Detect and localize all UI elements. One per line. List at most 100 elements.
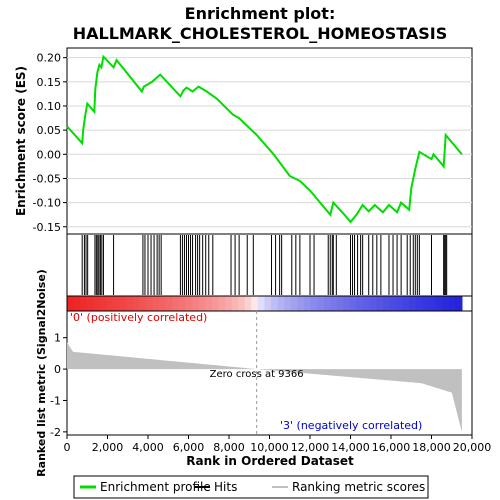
gradient-segment	[428, 296, 437, 311]
positive-correlation-label: '0' (positively correlated)	[70, 311, 207, 324]
legend-label: Enrichment profile	[100, 480, 211, 494]
gradient-segment	[93, 296, 101, 311]
gradient-segment	[218, 296, 226, 311]
zero-cross-label: Zero cross at 9366	[210, 369, 304, 380]
x-tick-label: 12,000	[291, 441, 330, 454]
legend: Enrichment profile Hits Ranking metric sco…	[80, 480, 425, 494]
metric-panel: 1 0 -1 -2 Zero cross at 9366 '0' (positively …	[50, 311, 462, 439]
es-y-axis: 0.20 0.15 0.10 0.05 0.00 -0.05 -0.10 -0.15	[33, 52, 67, 234]
es-y-tick-label: 0.10	[37, 100, 62, 113]
gradient-segment	[303, 296, 312, 311]
gradient-segment	[376, 296, 384, 311]
gradient-segment	[382, 296, 391, 311]
gradient-segment	[80, 296, 88, 311]
gradient-segment	[336, 296, 345, 311]
gradient-segment	[257, 296, 266, 311]
gradient-segment	[251, 296, 259, 311]
es-y-tick-label: 0.20	[37, 52, 62, 65]
gradient-segment	[119, 296, 127, 311]
gradient-segment	[297, 296, 305, 311]
gradient-segment	[435, 296, 443, 311]
metric-y-axis-label: Ranked list metric (Signal2Noise)	[35, 269, 48, 477]
gradient-segment	[363, 296, 371, 311]
gradient-segment	[284, 296, 292, 311]
gradient-segment	[86, 296, 94, 311]
gradient-segment	[356, 296, 364, 311]
ranking-gradient-bar	[67, 296, 463, 311]
x-tick-label: 8,000	[213, 441, 245, 454]
hits-panel-frame	[66, 233, 473, 297]
gradient-segment	[323, 296, 331, 311]
gradient-segment	[159, 296, 167, 311]
es-y-tick-label: -0.10	[33, 197, 61, 210]
x-tick-label: 18,000	[412, 441, 451, 454]
gradient-segment	[178, 296, 187, 311]
x-tick-label: 6,000	[173, 441, 205, 454]
x-tick-label: 2,000	[92, 441, 124, 454]
gradient-segment	[198, 296, 206, 311]
x-tick-label: 20,000	[453, 441, 492, 454]
es-panel-frame	[66, 47, 473, 235]
gradient-segment	[402, 296, 410, 311]
gradient-segment	[317, 296, 325, 311]
metric-y-tick-label: 0	[54, 363, 61, 376]
gradient-segment	[99, 296, 108, 311]
gradient-segment	[205, 296, 213, 311]
metric-y-tick-label: 1	[54, 332, 61, 345]
x-tick-label: 16,000	[372, 441, 411, 454]
gradient-segment	[126, 296, 134, 311]
chart-subtitle: HALLMARK_CHOLESTEROL_HOMEOSTASIS	[73, 24, 448, 43]
gradient-segment	[277, 296, 285, 311]
gradient-segment	[106, 296, 114, 311]
hits-panel	[81, 235, 448, 295]
gradient-segment	[165, 296, 173, 311]
gradient-segment	[172, 296, 180, 311]
gradient-segment	[396, 296, 404, 311]
gradient-segment	[310, 296, 318, 311]
gradient-segment	[389, 296, 397, 311]
es-y-tick-label: 0.05	[37, 124, 62, 137]
gradient-segment	[152, 296, 160, 311]
es-y-axis-label: Enrichment score (ES)	[14, 66, 28, 216]
gradient-segment	[238, 296, 246, 311]
gradient-segment	[455, 296, 463, 311]
gradient-segment	[224, 296, 233, 311]
chart-title: Enrichment plot:	[185, 4, 336, 23]
legend-label: Ranking metric scores	[292, 480, 425, 494]
x-axis-label: Rank in Ordered Dataset	[186, 454, 354, 468]
gradient-segment	[442, 296, 450, 311]
gradient-segment	[139, 296, 147, 311]
gradient-segment	[67, 296, 75, 311]
legend-box	[73, 475, 429, 499]
gradient-segment	[369, 296, 377, 311]
negative-correlation-label: '3' (negatively correlated)	[280, 419, 422, 432]
gradient-segment	[415, 296, 423, 311]
gradient-segment	[330, 296, 338, 311]
gradient-segment	[231, 296, 239, 311]
x-axis: 0 2,000 4,000 6,000 8,000 10,000 12,000 14,000 1…	[64, 435, 492, 454]
gradient-segment	[192, 296, 200, 311]
gradient-segment	[113, 296, 121, 311]
gradient-segment	[349, 296, 358, 311]
metric-y-tick-label: -1	[50, 394, 61, 407]
x-tick-label: 4,000	[132, 441, 164, 454]
es-y-tick-label: -0.05	[33, 172, 61, 185]
gradient-segment	[211, 296, 219, 311]
gradient-segment	[409, 296, 417, 311]
es-y-tick-label: 0.15	[37, 76, 62, 89]
es-y-tick-label: 0.00	[37, 148, 62, 161]
enrichment-profile	[66, 54, 463, 224]
ranking-metric-area	[67, 342, 462, 432]
enrichment-profile-line	[66, 54, 463, 224]
x-tick-label: 0	[64, 441, 71, 454]
x-tick-label: 14,000	[331, 441, 370, 454]
gradient-segment	[145, 296, 154, 311]
gradient-segment	[448, 296, 456, 311]
gradient-segment	[264, 296, 272, 311]
gradient-segment	[73, 296, 81, 311]
metric-y-tick-label: -2	[50, 426, 61, 439]
es-y-tick-label: -0.15	[33, 221, 61, 234]
legend-label: Hits	[214, 480, 237, 494]
gradient-segment	[290, 296, 298, 311]
